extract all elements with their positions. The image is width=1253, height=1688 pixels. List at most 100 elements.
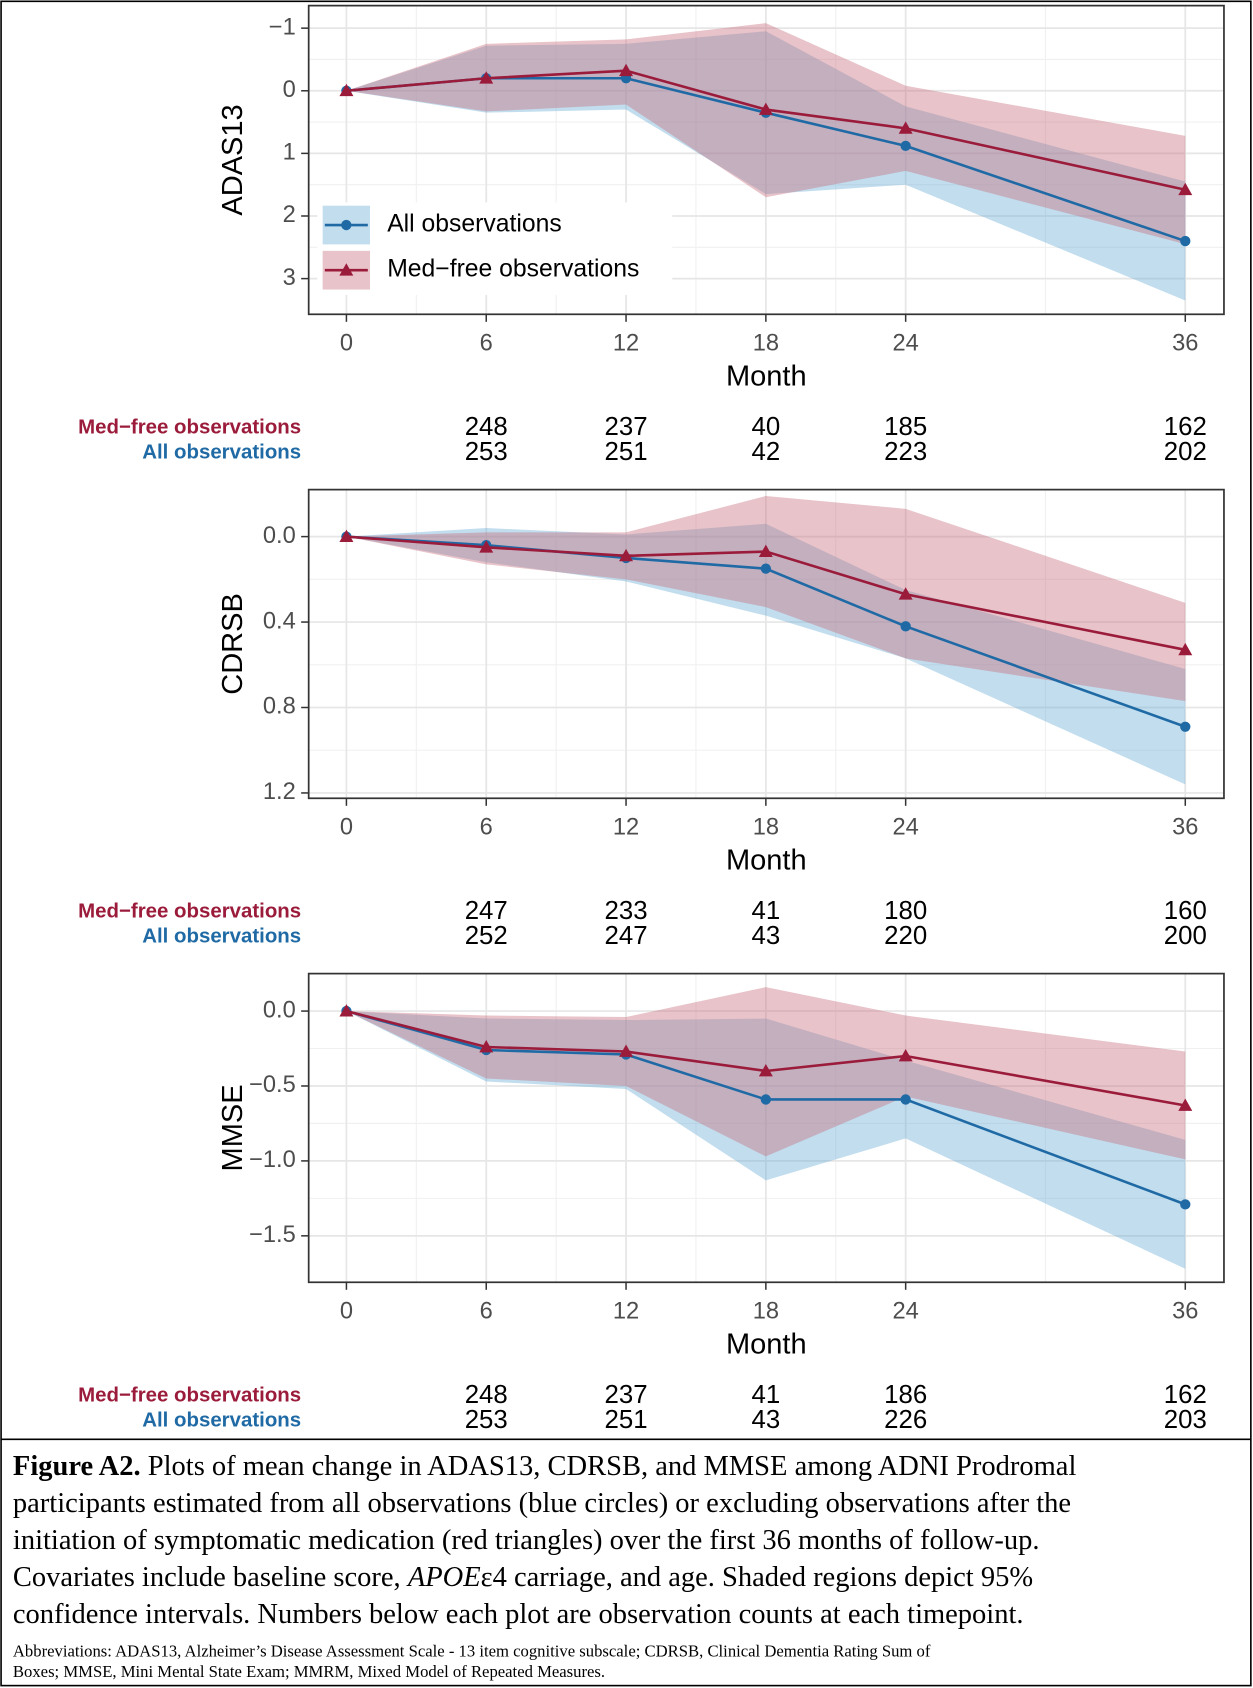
caption-line: Figure A2. Plots of mean change in ADAS1… <box>13 1451 1077 1482</box>
marker <box>339 1004 354 1017</box>
legend-marker <box>339 263 354 276</box>
x-tick-label: 0 <box>340 331 353 357</box>
count: 200 <box>1164 922 1207 950</box>
caption-text: initiation of symptomatic medication (re… <box>13 1525 1040 1556</box>
caption-text: Plots of mean change in ADAS13, CDRSB, a… <box>141 1451 1077 1482</box>
y-tick-label: 3 <box>283 265 296 291</box>
count: 162 <box>1164 1381 1207 1409</box>
marker <box>758 102 773 115</box>
count: 160 <box>1164 897 1207 925</box>
count: 185 <box>884 413 927 441</box>
count: 202 <box>1164 438 1207 466</box>
caption-text: participants estimated from all observat… <box>13 1488 1071 1519</box>
x-tick-label: 24 <box>892 815 918 841</box>
count: 41 <box>752 897 781 925</box>
x-tick-label: 18 <box>753 815 779 841</box>
panel: 0 6 12 18 24 36 0.0 −0.5 −1.0 −1.5 Month MMSE Med−fr… <box>78 972 1225 1434</box>
x-tick-label: 0 <box>340 1299 353 1325</box>
plot-frame <box>307 972 1225 1284</box>
marker <box>758 1064 773 1077</box>
marker <box>1178 182 1193 196</box>
marker <box>619 548 634 562</box>
x-axis-title: Month <box>726 844 807 876</box>
count: 251 <box>605 438 648 466</box>
marker <box>898 587 913 600</box>
x-tick-label: 36 <box>1172 331 1198 357</box>
y-tick-label: −1.0 <box>249 1147 296 1173</box>
count: 43 <box>752 922 781 950</box>
count: 223 <box>884 438 927 466</box>
y-tick-label: 0.0 <box>263 523 296 549</box>
y-tick-label: 0.4 <box>263 608 296 634</box>
count: 233 <box>605 897 648 925</box>
count: 248 <box>465 1381 508 1409</box>
marker <box>898 121 913 134</box>
series-line <box>346 535 1186 728</box>
count: 180 <box>884 897 927 925</box>
confidence-band <box>346 31 1186 301</box>
y-tick-label: 0.8 <box>263 694 296 720</box>
series-line <box>346 69 1186 191</box>
marker <box>1180 235 1191 247</box>
count: 247 <box>465 897 508 925</box>
marker <box>758 544 773 557</box>
confidence-band <box>346 1011 1186 1269</box>
caption-text: APOE <box>406 1562 481 1593</box>
y-axis-title: CDRSB <box>217 593 249 695</box>
count-row-label: All observations <box>142 1409 301 1431</box>
count: 162 <box>1164 413 1207 441</box>
marker <box>619 1044 634 1057</box>
legend-label: All observations <box>387 211 561 238</box>
marker <box>1178 1098 1193 1111</box>
marker <box>760 1094 772 1105</box>
x-tick-label: 24 <box>892 1299 918 1325</box>
count: 237 <box>605 413 648 441</box>
y-tick-label: −1 <box>269 14 296 40</box>
confidence-band <box>346 496 1186 702</box>
y-tick-label: −0.5 <box>249 1072 296 1098</box>
legend: All observations Med−free observations <box>317 202 673 295</box>
count-row-label: All observations <box>142 441 301 463</box>
marker <box>1180 721 1191 732</box>
marker <box>479 540 494 553</box>
x-tick-label: 18 <box>753 331 779 357</box>
y-tick-label: 0 <box>283 77 296 103</box>
caption-text: ε4 carriage, and age. Shaded regions dep… <box>481 1562 1033 1593</box>
caption-line: Covariates include baseline score, APOEε… <box>13 1562 1033 1593</box>
caption-text: confidence intervals. Numbers below each… <box>13 1599 1024 1630</box>
marker <box>339 83 354 97</box>
abbreviation-line: Boxes; MMSE, Mini Mental State Exam; MMR… <box>13 1662 605 1681</box>
marker <box>1178 642 1193 656</box>
confidence-band <box>346 523 1186 785</box>
x-tick-label: 12 <box>613 815 639 841</box>
x-tick-label: 12 <box>613 1299 639 1325</box>
count: 40 <box>752 413 781 441</box>
legend-background <box>317 202 673 295</box>
series-line <box>346 1009 1186 1206</box>
count-row-label: Med−free observations <box>78 1385 301 1407</box>
count: 186 <box>884 1381 927 1409</box>
marker <box>900 140 911 152</box>
count: 253 <box>465 438 508 466</box>
legend-marker <box>341 219 352 231</box>
count: 226 <box>884 1406 927 1434</box>
abbreviation-line: Abbreviations: ADAS13, Alzheimer’s Disea… <box>13 1642 931 1661</box>
x-tick-label: 6 <box>480 1299 493 1325</box>
count: 247 <box>605 922 648 950</box>
x-tick-label: 0 <box>340 815 353 841</box>
count: 248 <box>465 413 508 441</box>
marker <box>900 1094 911 1105</box>
count: 251 <box>605 1406 648 1434</box>
count: 43 <box>752 1406 781 1434</box>
caption-text: Covariates include baseline score, <box>13 1562 408 1593</box>
plot-frame <box>307 488 1225 800</box>
caption-label: Figure A2. <box>13 1451 141 1482</box>
y-axis-title: MMSE <box>217 1084 249 1171</box>
marker <box>1180 1199 1191 1210</box>
count: 237 <box>605 1381 648 1409</box>
count-row-label: Med−free observations <box>78 417 301 439</box>
x-axis-title: Month <box>726 360 807 392</box>
